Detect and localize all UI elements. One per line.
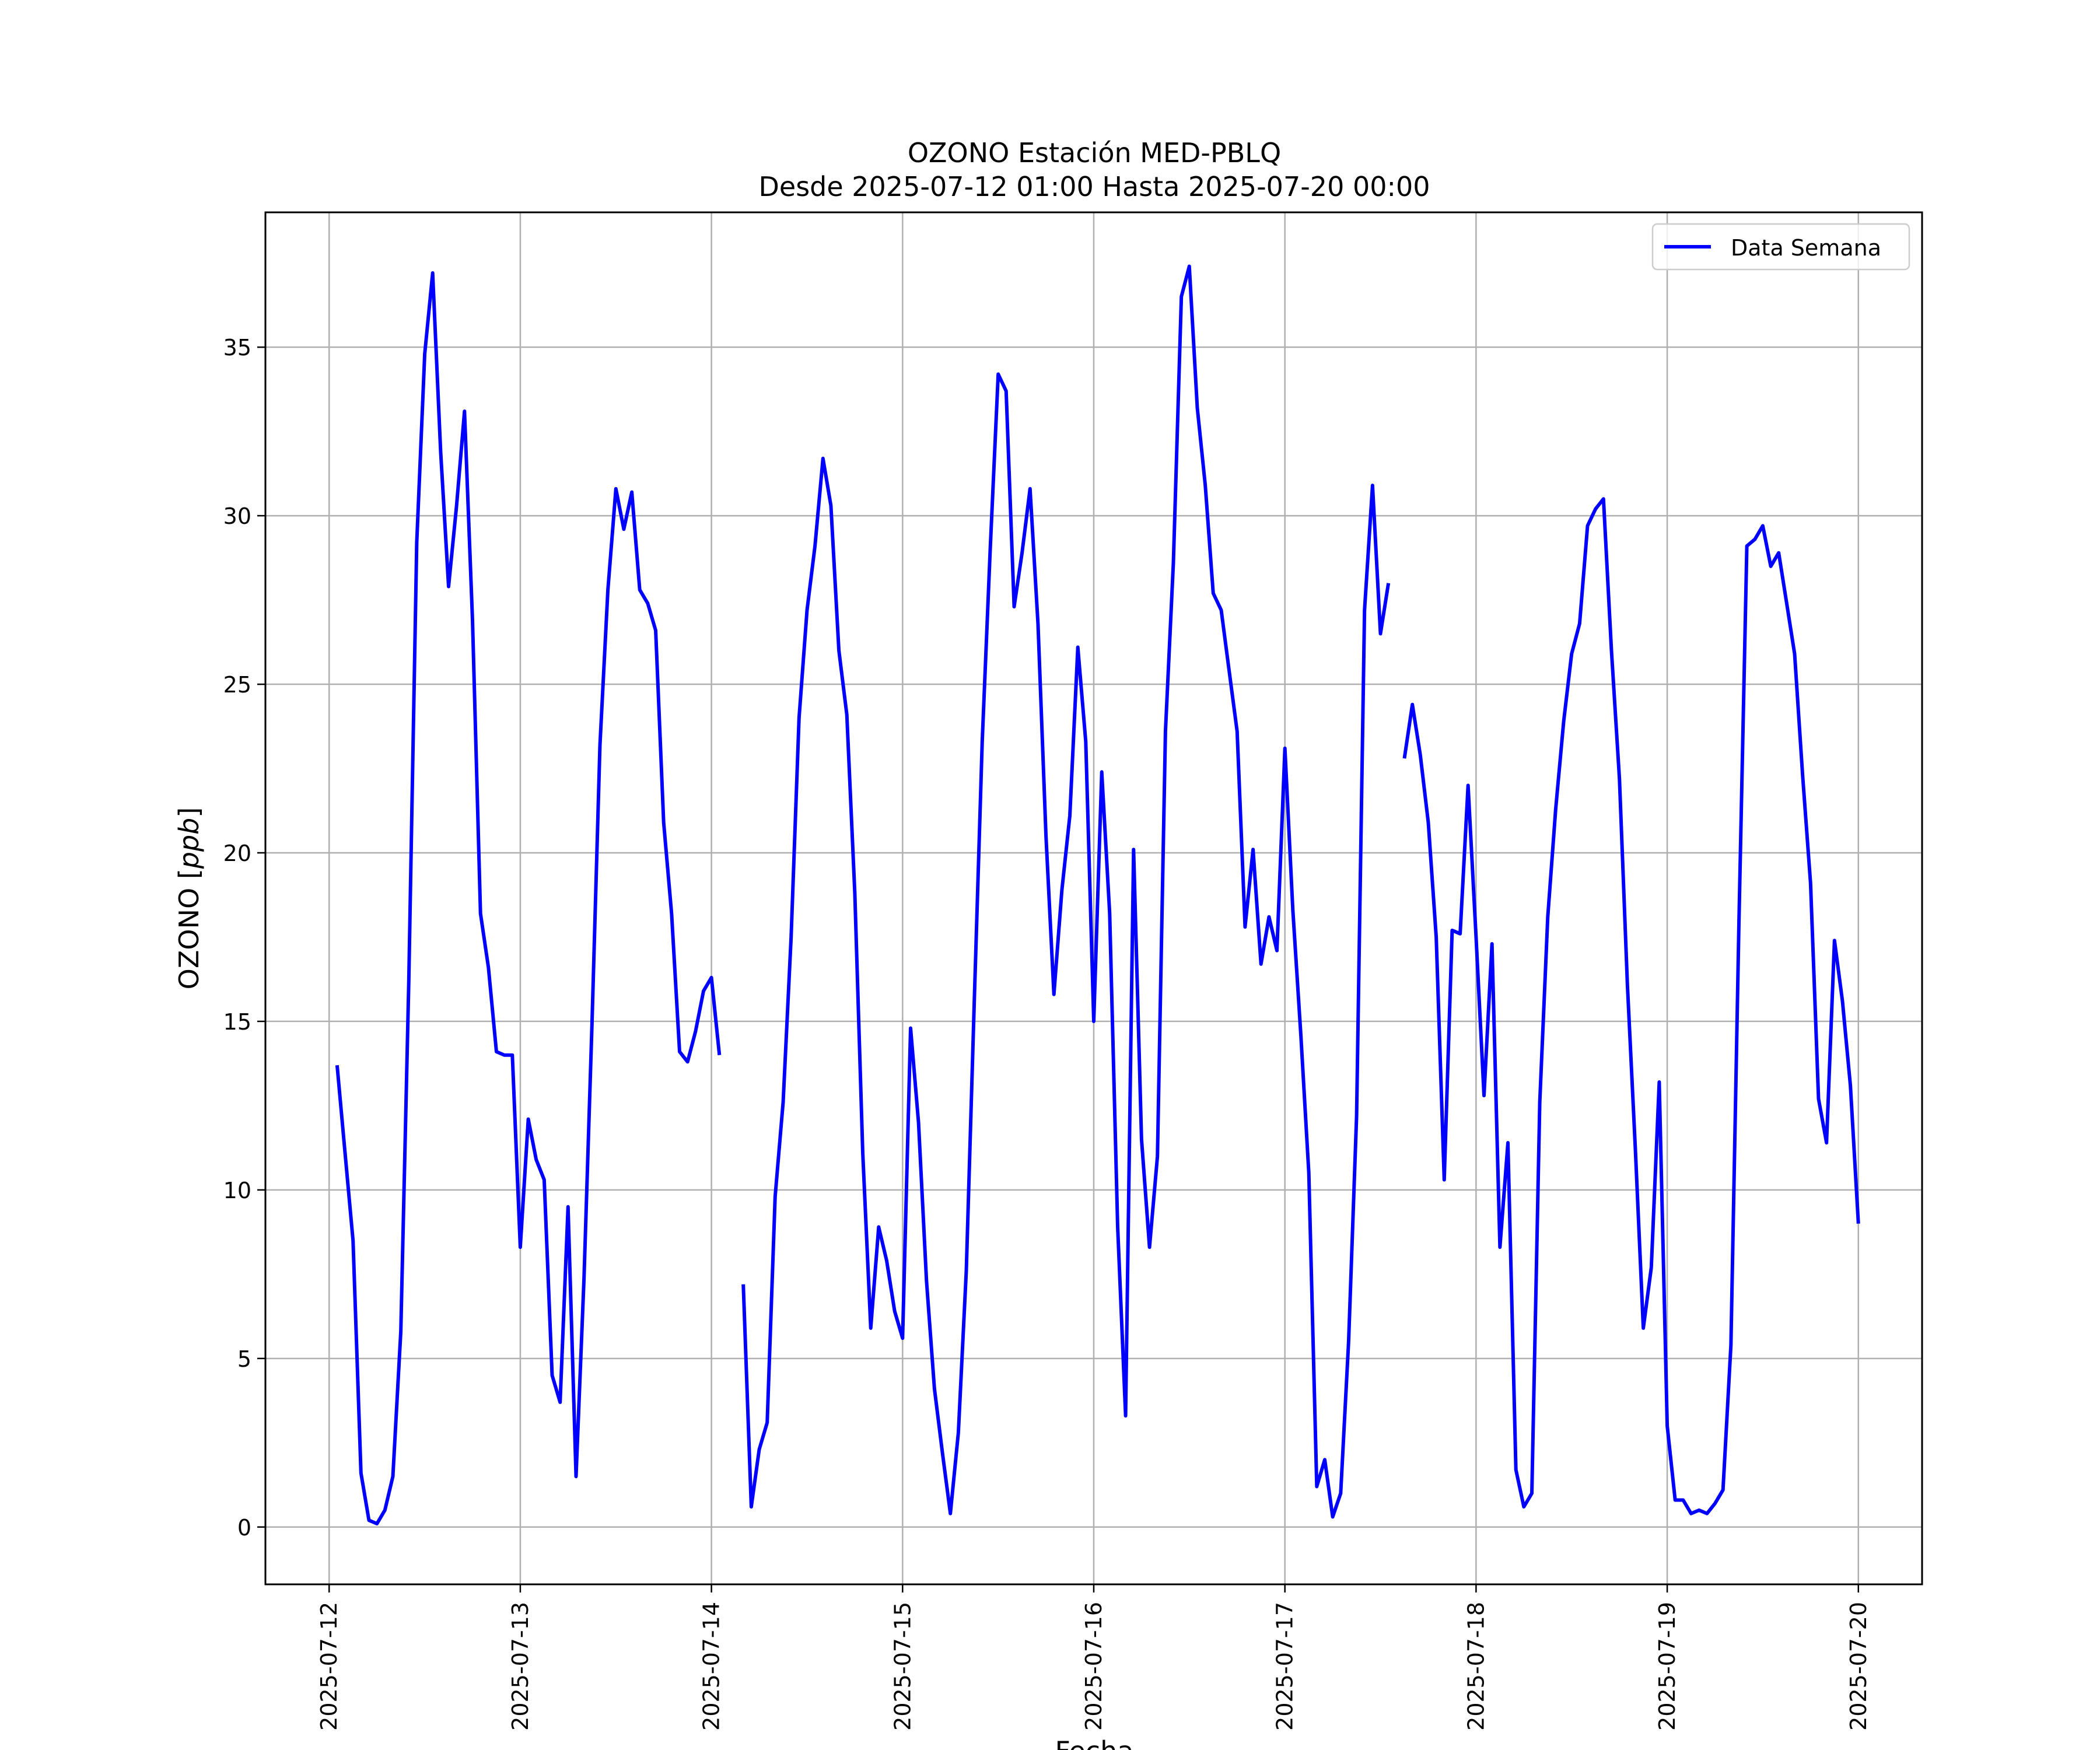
series-line-segment <box>1402 497 1860 1516</box>
axes: 2025-07-12 2025-07-13 2025-07-14 2025-07-15… <box>223 335 1871 1731</box>
y-tick-label: 0 <box>237 1515 251 1541</box>
chart-title-line2: Desde 2025-07-12 01:00 Hasta 2025-07-20 … <box>758 171 1430 202</box>
x-tick-label: 2025-07-13 <box>508 1602 533 1731</box>
grid-lines <box>265 212 1922 1584</box>
x-tick-label: 2025-07-20 <box>1846 1602 1871 1731</box>
y-tick-label: 30 <box>223 503 251 529</box>
plot-area-frame <box>264 211 1923 1586</box>
chart-title-line1: OZONO Estación MED-PBLQ <box>908 137 1281 169</box>
y-tick-label: 35 <box>223 335 251 360</box>
y-tick-label: 25 <box>223 672 251 698</box>
x-tick-label: 2025-07-19 <box>1654 1602 1680 1731</box>
x-tick-label: 2025-07-18 <box>1463 1602 1489 1731</box>
x-tick-label: 2025-07-14 <box>699 1602 724 1731</box>
x-tick-label: 2025-07-16 <box>1081 1602 1107 1731</box>
y-axis-label: OZONO [ppb] <box>173 807 205 990</box>
y-tick-label: 20 <box>223 841 251 866</box>
y-axis-label-prefix: OZONO [ <box>173 869 205 989</box>
y-axis-label-suffix: ] <box>173 807 205 818</box>
data-series <box>335 264 1860 1525</box>
y-tick-label: 15 <box>223 1009 251 1035</box>
legend-box <box>1651 223 1910 271</box>
legend-label: Data Semana <box>1731 235 1881 261</box>
y-axis-label-unit: ppb <box>173 818 205 870</box>
y-tick-label: 5 <box>237 1346 251 1372</box>
x-axis-label: Fecha <box>1055 1735 1134 1750</box>
x-tick-label: 2025-07-12 <box>316 1602 342 1731</box>
y-tick-label: 10 <box>223 1178 251 1203</box>
x-tick-label: 2025-07-15 <box>890 1602 915 1731</box>
series-line-segment <box>741 264 1391 1519</box>
series-line-segment <box>335 271 722 1525</box>
x-tick-label: 2025-07-17 <box>1272 1602 1298 1731</box>
legend: Data Semana <box>1651 223 1910 271</box>
